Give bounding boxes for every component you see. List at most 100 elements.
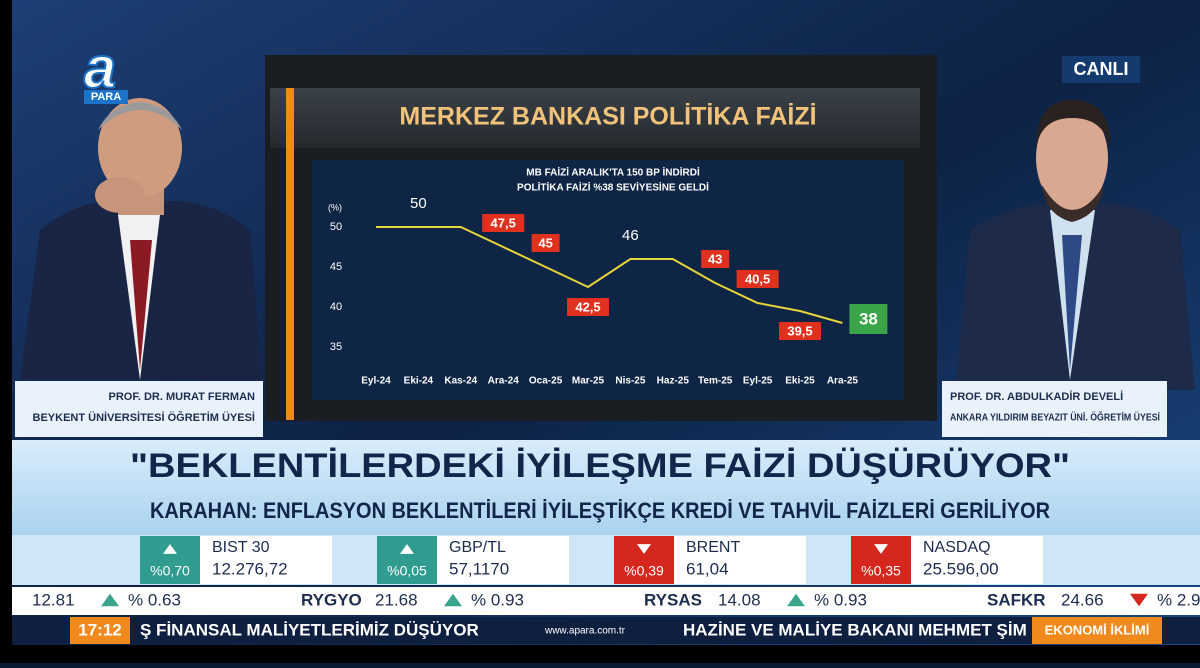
market-name: BRENT	[686, 539, 740, 556]
clock-bg	[70, 617, 130, 644]
x-tick-label: Eyl-25	[743, 376, 773, 387]
y-tick-label: 50	[330, 221, 342, 233]
market-name: GBP/TL	[449, 539, 506, 556]
market-value: 25.596,00	[923, 559, 999, 578]
clock: 17:12	[78, 620, 121, 639]
logo-sub: PARA	[91, 91, 121, 103]
frame-edge	[0, 0, 12, 663]
ticker-price: 14.08	[718, 590, 761, 609]
ticker-strip	[12, 587, 1200, 615]
x-tick-label: Eki-25	[785, 376, 815, 387]
ticker-price: 24.66	[1061, 590, 1104, 609]
headline: "BEKLENTİLERDEKİ İYİLEŞME FAİZİ DÜŞÜRÜYO…	[130, 447, 1070, 485]
change-box	[140, 536, 200, 584]
value-label: 47,5	[491, 215, 516, 230]
change-box	[377, 536, 437, 584]
value-label: 42,5	[575, 299, 600, 314]
x-tick-label: Mar-25	[572, 376, 605, 387]
rate-line	[376, 226, 843, 324]
x-tick-label: Kas-24	[444, 376, 477, 387]
x-tick-label: Haz-25	[657, 376, 690, 387]
down-arrow	[637, 544, 651, 554]
news-crawl: HAZİNE VE MALİYE BAKANI MEHMET ŞİM	[683, 620, 1027, 639]
nameplate	[15, 381, 263, 437]
right-guest	[955, 100, 1195, 390]
ticker-symbol: RYSAS	[644, 590, 702, 609]
bottom-edge	[0, 645, 1200, 663]
y-tick-label: 45	[330, 261, 342, 273]
value-label: 40,5	[745, 271, 770, 286]
value-label-box	[779, 322, 821, 340]
chart-title: MERKEZ BANKASI POLİTİKA FAİZİ	[399, 103, 816, 131]
up-arrow	[101, 593, 119, 607]
headline-band	[12, 440, 1200, 536]
y-tick-label: 35	[330, 341, 342, 353]
value-label: 43	[708, 251, 722, 266]
logo-sub-bg	[84, 90, 128, 104]
value-label-box	[567, 298, 609, 316]
up-arrow	[163, 544, 177, 554]
live-badge	[1062, 56, 1140, 83]
value-label: 50	[410, 195, 427, 212]
chart-subtitle: MB FAİZİ ARALIK'TA 150 BP İNDİRDİ	[526, 166, 700, 179]
market-value: 61,04	[686, 559, 729, 578]
market-change: %0,35	[861, 563, 901, 579]
nameplate	[942, 381, 1167, 437]
guest-name: PROF. DR. MURAT FERMAN	[109, 391, 256, 403]
up-arrow	[400, 544, 414, 554]
change-box	[614, 536, 674, 584]
live-label: CANLI	[1074, 59, 1129, 79]
value-label: 38	[859, 309, 878, 328]
ticker-change: % 2.9	[1157, 590, 1200, 609]
ticker-symbol: RYGYO	[301, 590, 362, 609]
value-label-box	[531, 234, 560, 252]
ticker-price: 12.81	[32, 590, 75, 609]
market-name: BIST 30	[212, 539, 270, 556]
ticker-price: 21.68	[375, 590, 418, 609]
market-name: NASDAQ	[923, 539, 991, 556]
x-tick-label: Nis-25	[615, 376, 645, 387]
bottom-bar	[12, 617, 1200, 644]
ticker-change: % 0.93	[471, 590, 524, 609]
value-label-box	[701, 250, 730, 268]
value-label-box	[849, 304, 888, 334]
value-label: 45	[538, 235, 552, 250]
chart-title-banner	[270, 88, 920, 148]
market-value: 12.276,72	[212, 559, 288, 578]
plot-background	[312, 160, 904, 400]
news-crawl: Ş FİNANSAL MALİYETLERİMİZ DÜŞÜYOR	[140, 620, 479, 639]
value-label: 46	[622, 227, 639, 244]
x-tick-label: Tem-25	[698, 376, 733, 387]
down-arrow	[874, 544, 888, 554]
subheadline: KARAHAN: ENFLASYON BEKLENTİLERİ İYİLEŞTİ…	[150, 498, 1050, 523]
x-tick-label: Eki-24	[404, 376, 434, 387]
market-change: %0,05	[387, 563, 427, 579]
chart-subtitle: POLİTİKA FAİZİ %38 SEVİYESİNE GELDİ	[517, 181, 709, 194]
y-axis-label: (%)	[328, 202, 342, 212]
x-tick-label: Ara-24	[488, 376, 520, 387]
market-change: %0,70	[150, 563, 190, 579]
up-arrow	[444, 593, 462, 607]
website: www.apara.com.tr	[544, 626, 626, 637]
x-tick-label: Oca-25	[529, 376, 563, 387]
channel-logo: a PARA	[83, 34, 128, 104]
ticker-change: % 0.63	[128, 590, 181, 609]
change-box	[851, 536, 911, 584]
segment-label: EKONOMİ İKLİMİ	[1045, 622, 1150, 637]
market-value: 57,1170	[449, 559, 509, 578]
down-arrow	[1130, 593, 1148, 607]
x-tick-label: Eyl-24	[361, 376, 391, 387]
market-change: %0,39	[624, 563, 664, 579]
guest-name: PROF. DR. ABDULKADİR DEVELİ	[950, 390, 1123, 403]
ticker-change: % 0.93	[814, 590, 867, 609]
left-guest	[20, 98, 262, 380]
value-label-box	[482, 214, 525, 232]
ticker-symbol: SAFKR	[987, 590, 1046, 609]
y-tick-label: 40	[330, 301, 342, 313]
x-tick-label: Ara-25	[827, 376, 859, 387]
up-arrow	[787, 593, 805, 607]
guest-title: BEYKENT ÜNİVERSİTESİ ÖĞRETİM ÜYESİ	[33, 411, 255, 424]
guest-title: ANKARA YILDIRIM BEYAZIT ÜNİ. ÖĞRETİM ÜYE…	[950, 411, 1160, 424]
